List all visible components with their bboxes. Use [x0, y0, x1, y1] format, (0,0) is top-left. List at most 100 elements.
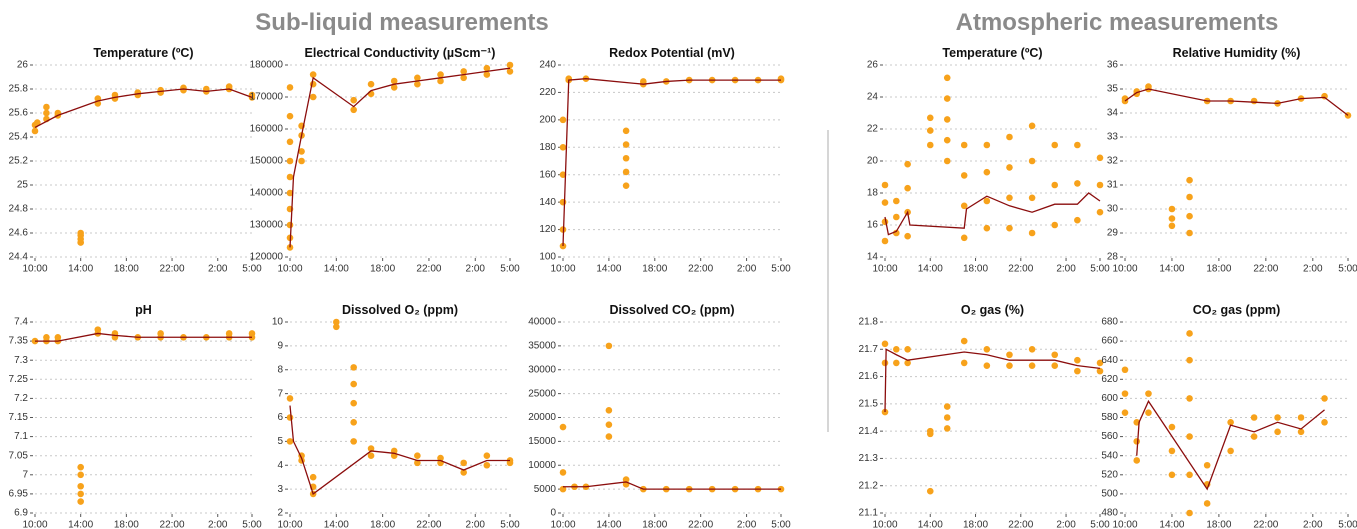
data-point: [43, 109, 50, 117]
data-point: [1006, 362, 1013, 369]
data-point: [414, 459, 421, 467]
y-tick-label: 120: [539, 224, 556, 235]
data-point: [286, 189, 294, 197]
x-tick-label: 5:00: [500, 264, 520, 275]
data-point: [350, 380, 357, 388]
y-tick-label: 21.5: [859, 398, 879, 409]
x-tick-label: 14:00: [1159, 520, 1184, 529]
x-tick-label: 18:00: [642, 264, 667, 275]
data-point: [1321, 418, 1328, 426]
data-point: [309, 93, 317, 101]
data-point: [225, 83, 233, 90]
data-point: [390, 84, 398, 91]
x-tick-label: 22:00: [1253, 264, 1278, 275]
x-tick-label: 2:00: [1056, 520, 1076, 529]
y-tick-label: 30000: [528, 364, 556, 375]
y-tick-label: 26: [17, 60, 29, 71]
x-tick-label: 5:00: [1338, 264, 1357, 275]
data-point: [926, 114, 934, 122]
data-point: [286, 84, 294, 91]
data-point: [943, 74, 951, 82]
data-point: [367, 445, 375, 452]
data-point: [180, 84, 187, 92]
x-tick-label: 10:00: [22, 264, 47, 275]
y-tick-label: 40000: [528, 317, 556, 328]
data-point: [960, 172, 968, 179]
y-tick-label: 30: [1107, 204, 1119, 215]
data-point: [134, 89, 142, 96]
data-point: [1145, 409, 1152, 417]
x-tick-label: 5:00: [1090, 520, 1110, 529]
y-tick-label: 7.3: [14, 355, 28, 366]
data-point: [1297, 414, 1305, 421]
data-point: [605, 421, 613, 428]
data-point: [1006, 133, 1013, 141]
data-point: [1186, 193, 1193, 201]
chart-title: Dissolved CO₂ (ppm): [609, 303, 734, 317]
data-point: [286, 438, 294, 445]
y-tick-label: 16: [867, 220, 879, 231]
x-tick-label: 22:00: [160, 520, 185, 529]
data-point: [622, 168, 630, 176]
data-point: [983, 362, 991, 369]
data-point: [960, 359, 968, 367]
data-point: [983, 224, 991, 232]
data-point: [904, 345, 911, 353]
data-point: [960, 141, 968, 149]
y-tick-label: 520: [1101, 469, 1118, 480]
data-point: [983, 168, 991, 176]
x-tick-label: 22:00: [1008, 520, 1033, 529]
data-point: [943, 403, 951, 410]
x-tick-label: 18:00: [370, 520, 395, 529]
data-point: [1168, 423, 1176, 431]
data-point: [333, 318, 340, 326]
data-point: [1168, 215, 1176, 222]
x-tick-label: 10:00: [22, 520, 47, 529]
data-point: [622, 141, 630, 148]
data-point: [43, 103, 50, 111]
data-point: [157, 86, 164, 94]
data-point: [904, 160, 911, 168]
data-point: [1074, 141, 1081, 149]
x-tick-label: 18:00: [370, 264, 395, 275]
y-tick-label: 160: [539, 169, 556, 180]
y-tick-label: 7.2: [14, 393, 28, 404]
y-tick-label: 35000: [528, 341, 556, 352]
data-point: [1074, 180, 1081, 187]
x-tick-label: 5:00: [771, 264, 791, 275]
data-point: [1203, 461, 1211, 469]
data-point: [1186, 176, 1193, 184]
y-tick-label: 7: [22, 469, 28, 480]
data-point: [437, 454, 444, 462]
y-tick-label: 6: [277, 412, 283, 423]
x-tick-label: 14:00: [596, 264, 621, 275]
x-tick-label: 5:00: [242, 520, 262, 529]
data-point: [1168, 205, 1176, 213]
y-tick-label: 240: [539, 60, 556, 71]
trend-line: [34, 88, 253, 128]
y-tick-label: 4: [277, 460, 283, 471]
y-tick-label: 26: [867, 60, 879, 71]
x-tick-label: 22:00: [1008, 264, 1033, 275]
x-tick-label: 18:00: [963, 520, 988, 529]
data-point: [926, 127, 934, 134]
data-point: [350, 106, 357, 114]
x-tick-label: 2:00: [466, 520, 486, 529]
x-tick-label: 18:00: [114, 264, 139, 275]
data-point: [1186, 356, 1193, 364]
data-point: [893, 345, 900, 353]
data-point: [1250, 433, 1258, 440]
y-tick-label: 25000: [528, 388, 556, 399]
x-tick-label: 14:00: [918, 520, 943, 529]
data-point: [983, 141, 991, 149]
data-point: [1051, 181, 1059, 189]
data-point: [333, 323, 340, 331]
y-tick-label: 5000: [534, 484, 557, 495]
data-point: [437, 77, 444, 85]
y-tick-label: 34: [1107, 108, 1119, 119]
y-tick-label: 24.6: [9, 228, 29, 239]
y-tick-label: 7.15: [9, 412, 29, 423]
data-point: [1096, 367, 1104, 375]
data-point: [943, 136, 951, 144]
data-point: [893, 213, 900, 221]
